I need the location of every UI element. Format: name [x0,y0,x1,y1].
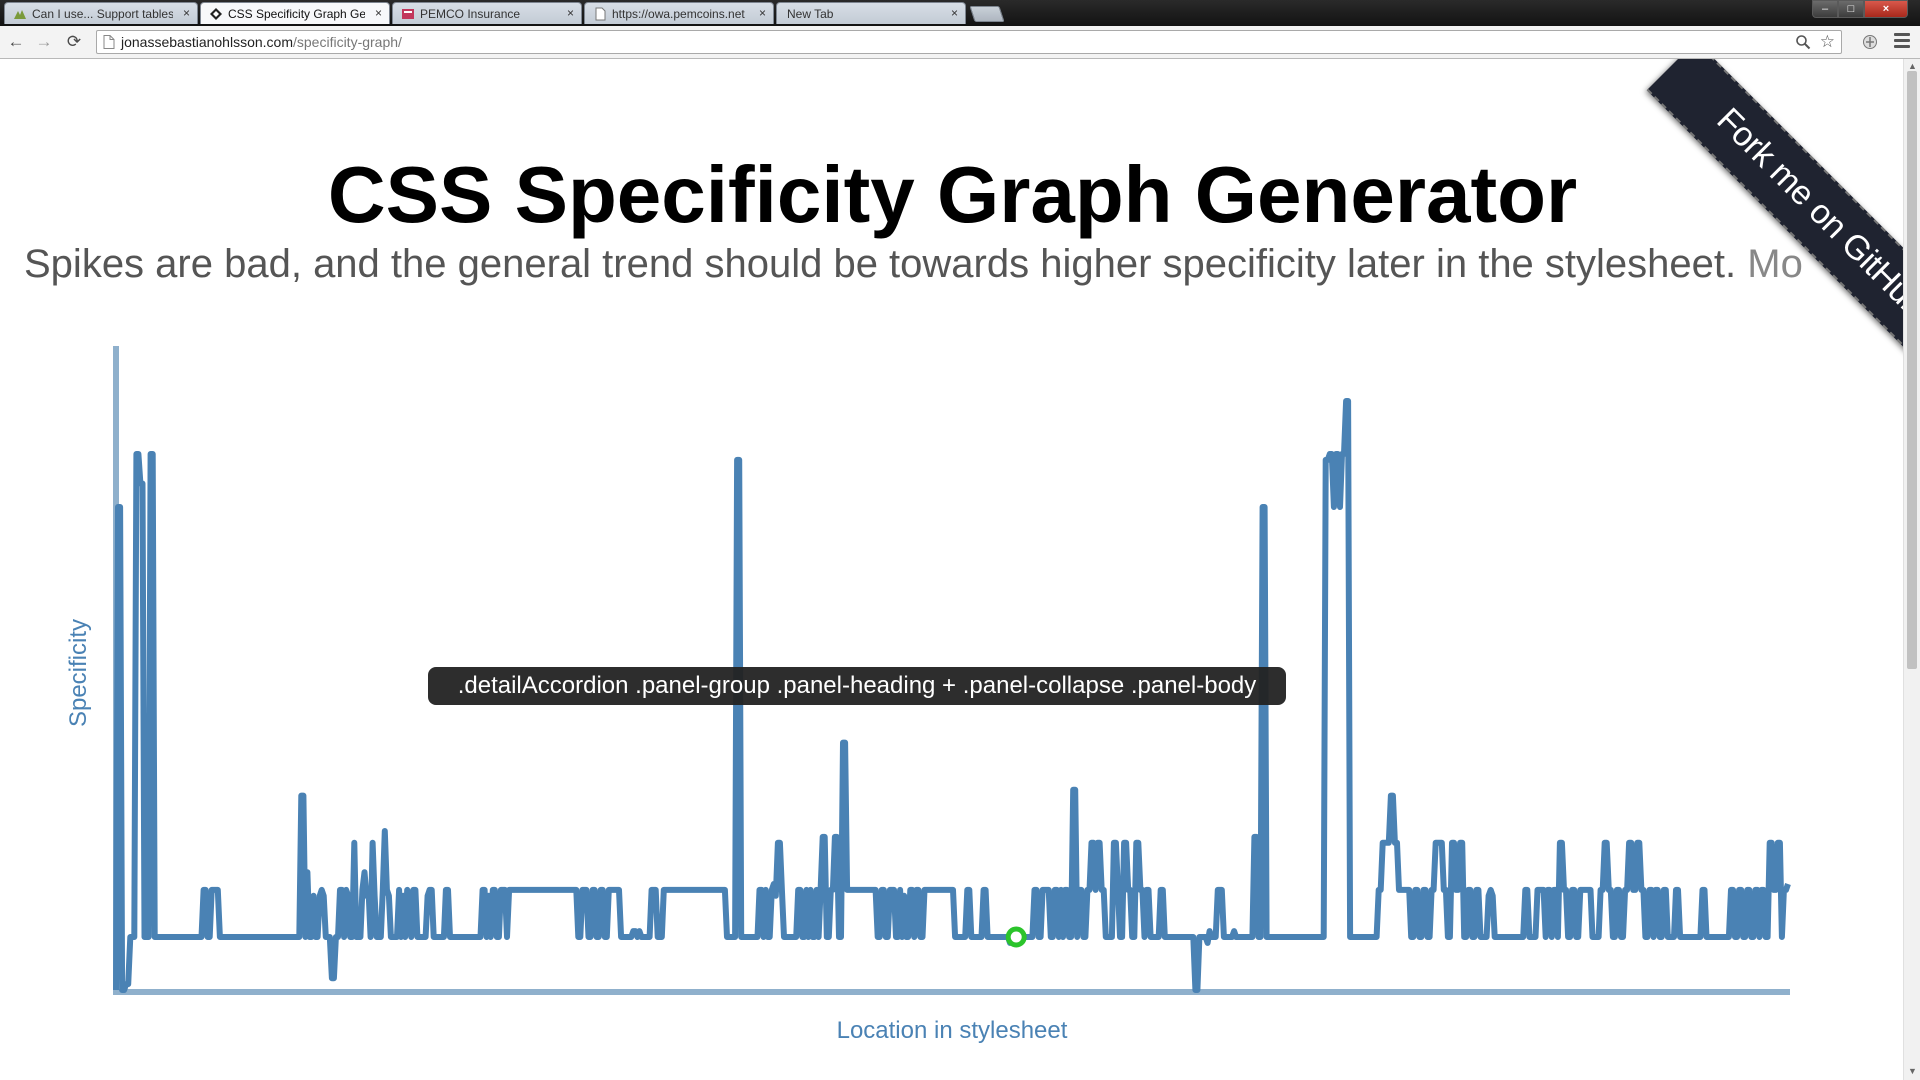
close-icon[interactable]: × [950,6,958,20]
specificity-chart: Specificity Location in stylesheet .deta… [65,346,1791,1044]
forward-button[interactable]: → [35,32,53,51]
bookmark-star-icon[interactable]: ☆ [1819,32,1835,51]
tab-owa[interactable]: https://owa.pemcoins.net × [584,2,774,24]
y-axis-label: Specificity [65,619,92,727]
page-icon [595,7,606,21]
github-ribbon[interactable]: Fork me on GitHub [1620,59,1920,359]
new-tab-button[interactable] [969,6,1005,22]
close-icon[interactable]: × [758,6,766,20]
tab-title: New Tab [787,7,834,21]
zoom-icon[interactable] [1795,34,1811,50]
menu-button[interactable] [1894,33,1910,51]
close-icon[interactable]: × [566,6,574,20]
url-path: /specificity-graph/ [293,34,402,50]
page-icon [103,35,115,49]
url-text: jonassebastianohlsson.com/specificity-gr… [121,35,402,50]
minimize-button[interactable]: – [1812,0,1838,18]
page-viewport: CSS Specificity Graph Generator Spikes a… [0,59,1920,1080]
address-bar[interactable]: jonassebastianohlsson.com/specificity-gr… [96,30,1842,54]
plot-area [113,398,1791,993]
back-button[interactable]: ← [7,32,25,51]
extension-icon[interactable] [1862,34,1878,50]
tab-pemco[interactable]: PEMCO Insurance × [392,2,582,24]
subtitle-text: Spikes are bad, and the general trend sh… [24,242,1737,286]
caniuse-icon [14,10,26,19]
tab-caniuse[interactable]: Can I use... Support tables × [4,2,198,24]
close-window-button[interactable]: × [1864,0,1908,18]
series-line[interactable] [113,398,1791,993]
page-subtitle: Spikes are bad, and the general trend sh… [24,240,1803,288]
tooltip: .detailAccordion .panel-group .panel-hea… [428,667,1286,705]
tab-title: https://owa.pemcoins.net [612,7,745,21]
close-icon[interactable]: × [182,6,190,20]
scroll-up-arrow-icon[interactable]: ▲ [1908,61,1917,71]
pemco-icon [402,9,414,19]
close-icon[interactable]: × [374,6,382,20]
reload-button[interactable]: ⟳ [66,32,82,51]
tab-strip: Can I use... Support tables × CSS Specif… [0,0,1920,26]
maximize-button[interactable]: □ [1838,0,1864,18]
highlighted-data-point[interactable] [1005,926,1027,948]
vertical-scrollbar[interactable]: ▲ ▼ [1903,59,1920,1080]
x-axis-label: Location in stylesheet [837,1017,1068,1044]
diamond-icon [210,8,222,20]
more-link[interactable]: Mo [1747,242,1803,286]
ribbon-label: Fork me on GitHub [1646,59,1920,359]
tab-new-tab[interactable]: New Tab × [776,2,966,24]
browser-toolbar: ← → ⟳ jonassebastianohlsson.com/specific… [0,26,1920,59]
page-title: CSS Specificity Graph Generator [327,150,1578,239]
tab-title: CSS Specificity Graph Gen [228,7,365,21]
url-host: jonassebastianohlsson.com [121,34,293,50]
scroll-down-arrow-icon[interactable]: ▼ [1908,1066,1917,1076]
tooltip-text: .detailAccordion .panel-group .panel-hea… [458,672,1257,699]
tooltip-box [428,667,1286,705]
tab-specificity-graph[interactable]: CSS Specificity Graph Gen × [200,2,390,24]
tab-title: PEMCO Insurance [420,7,521,21]
scroll-thumb[interactable] [1907,71,1917,669]
tab-title: Can I use... Support tables [32,7,173,21]
